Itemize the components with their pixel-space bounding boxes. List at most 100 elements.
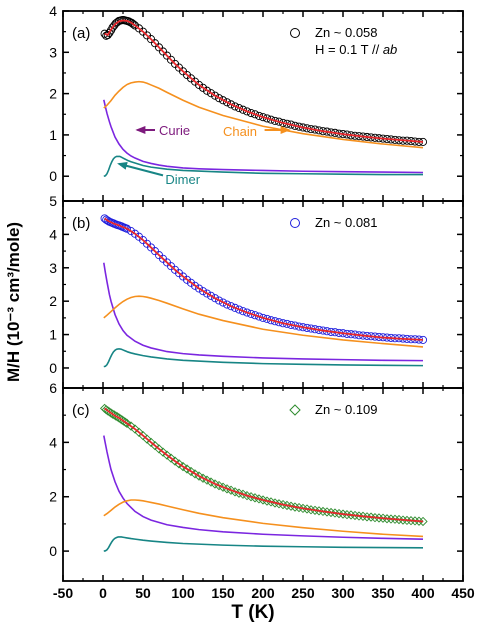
data-point <box>218 96 228 105</box>
legend-entry: Zn ~ 0.081 <box>315 215 378 230</box>
data-point <box>226 100 236 109</box>
data-point <box>214 94 224 103</box>
data-point <box>366 512 376 522</box>
data-point <box>410 516 420 526</box>
data-point <box>198 83 208 92</box>
x-tick-label: 50 <box>135 585 151 601</box>
data-point <box>238 307 248 316</box>
fit-line <box>104 217 424 341</box>
x-tick-label: 100 <box>171 585 195 601</box>
plot-area <box>100 214 428 368</box>
data-point <box>242 107 252 116</box>
data-point <box>126 227 136 236</box>
data-point <box>198 287 208 296</box>
data-point <box>342 510 352 520</box>
data-point <box>406 516 416 526</box>
legend-entry: Zn ~ 0.109 <box>315 402 378 417</box>
y-tick-label: 1 <box>49 327 57 343</box>
data-point <box>129 20 138 29</box>
plot-area <box>100 16 428 177</box>
chain-line <box>103 295 424 348</box>
y-tick-label: 0 <box>49 168 57 184</box>
y-tick-label: 1 <box>49 127 57 143</box>
curie-line <box>103 99 424 174</box>
data-point <box>394 514 404 525</box>
data-point <box>246 108 256 118</box>
y-tick-label: 0 <box>49 543 57 559</box>
data-point <box>130 21 140 30</box>
x-tick-label: 200 <box>251 585 275 601</box>
data-point <box>374 513 384 523</box>
panel-2: 0 1 2 3 4 5 (b) Zn ~ 0.081 <box>49 193 464 389</box>
y-tick-label: 2 <box>49 86 57 102</box>
panel-3: 0 2 4 6 (c) Zn ~ 0.109 <box>49 380 464 582</box>
data-point <box>234 305 244 314</box>
panel-label: (c) <box>72 402 90 419</box>
data-point <box>242 308 252 317</box>
chain-line <box>103 80 424 149</box>
x-tick-label: 350 <box>371 585 395 601</box>
data-point <box>254 111 264 120</box>
data-point <box>194 284 204 293</box>
legend-italic: ab <box>383 42 397 57</box>
annotation-label-chain: Chain <box>223 124 257 139</box>
y-tick-label: 5 <box>49 193 57 209</box>
data-point <box>330 508 340 518</box>
annotation-arrow-dimer <box>117 161 164 177</box>
x-tick-label: 300 <box>331 585 355 601</box>
data-point <box>258 113 268 122</box>
y-tick-label: 2 <box>49 293 57 309</box>
data-point <box>258 313 268 322</box>
data-point <box>226 302 236 311</box>
panel-label: (b) <box>72 215 90 232</box>
x-tick-label: 150 <box>211 585 235 601</box>
panel-1: 0 1 2 3 4 (a) Zn ~ 0.058 H = 0.1 T // ab Curie Ch… <box>49 3 464 202</box>
data-point <box>202 289 212 298</box>
data-point <box>250 110 260 119</box>
data-point <box>246 309 256 318</box>
panels-layer: 0 1 2 3 4 (a) Zn ~ 0.058 H = 0.1 T // ab Curie Ch… <box>49 3 475 601</box>
data-point <box>262 114 272 123</box>
data-point <box>190 281 200 290</box>
legend-entry: H = 0.1 T // ab <box>315 42 397 57</box>
panel-frame <box>62 387 464 582</box>
data-point <box>238 105 248 114</box>
data-point <box>386 514 396 524</box>
curie-line <box>103 262 424 362</box>
data-point <box>194 80 204 89</box>
data-point <box>202 86 212 95</box>
data-point <box>418 516 428 527</box>
plot-area <box>99 403 428 552</box>
legend-entry: Zn ~ 0.058 <box>315 25 378 40</box>
data-point <box>206 291 216 300</box>
data-point <box>358 511 368 521</box>
data-point <box>222 98 232 107</box>
dimer-line <box>103 348 424 368</box>
data-point <box>210 294 220 303</box>
data-point <box>390 514 400 524</box>
annotation-label-dimer: Dimer <box>165 172 200 187</box>
curie-line <box>103 435 424 540</box>
y-tick-label: 2 <box>49 489 57 505</box>
data-point <box>274 117 284 126</box>
data-point <box>338 509 348 519</box>
data-point <box>214 296 224 305</box>
y-tick-label: 4 <box>49 226 57 242</box>
data-point <box>378 513 388 523</box>
panel-label: (a) <box>72 25 90 42</box>
data-point <box>206 89 216 98</box>
y-tick-label: 6 <box>49 380 57 396</box>
data-point <box>346 510 356 520</box>
x-tick-label: 250 <box>291 585 315 601</box>
data-point <box>326 507 336 518</box>
data-point <box>230 102 240 111</box>
dimer-line <box>103 536 424 552</box>
legend-marker <box>290 28 300 38</box>
x-tick-label: 450 <box>451 585 475 601</box>
data-point <box>230 303 240 312</box>
y-axis-title: M/H (10⁻³ cm³/mole) <box>4 222 23 382</box>
y-tick-label: 3 <box>49 44 57 60</box>
legend-marker <box>289 404 301 416</box>
data-point <box>414 516 424 526</box>
